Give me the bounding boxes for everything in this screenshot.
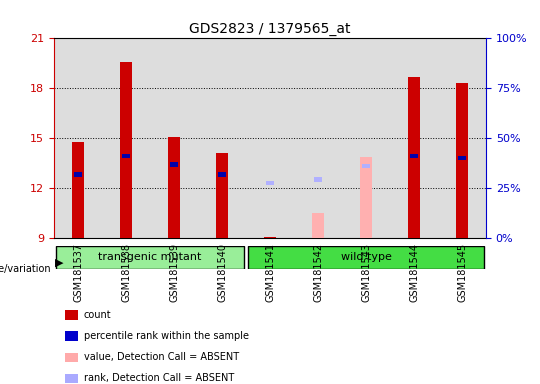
Bar xyxy=(390,38,438,238)
Bar xyxy=(75,172,82,177)
Title: GDS2823 / 1379565_at: GDS2823 / 1379565_at xyxy=(189,22,351,36)
FancyBboxPatch shape xyxy=(248,246,484,269)
Bar xyxy=(120,62,132,238)
Bar xyxy=(168,137,180,238)
Bar xyxy=(362,164,369,168)
Bar xyxy=(264,237,276,238)
Text: GSM181542: GSM181542 xyxy=(313,243,323,302)
Text: GSM181540: GSM181540 xyxy=(217,243,227,302)
Text: ▶: ▶ xyxy=(55,258,64,268)
Bar xyxy=(198,38,246,238)
Bar xyxy=(54,38,102,238)
Bar xyxy=(408,77,420,238)
Bar xyxy=(72,142,84,238)
Bar xyxy=(458,156,465,160)
Bar xyxy=(123,154,130,158)
Bar xyxy=(171,162,178,167)
Bar xyxy=(102,38,150,238)
Bar xyxy=(216,153,228,238)
Bar xyxy=(438,38,486,238)
Bar xyxy=(456,83,468,238)
Text: GSM181539: GSM181539 xyxy=(169,243,179,302)
Text: GSM181543: GSM181543 xyxy=(361,243,371,302)
Text: count: count xyxy=(84,310,111,320)
Text: GSM181545: GSM181545 xyxy=(457,243,467,302)
Text: GSM181541: GSM181541 xyxy=(265,243,275,302)
Bar xyxy=(150,38,198,238)
Bar xyxy=(360,157,372,238)
Text: percentile rank within the sample: percentile rank within the sample xyxy=(84,331,249,341)
Bar xyxy=(246,38,294,238)
Text: wild type: wild type xyxy=(341,252,392,262)
FancyBboxPatch shape xyxy=(56,246,244,269)
Bar xyxy=(312,213,324,238)
Text: value, Detection Call = ABSENT: value, Detection Call = ABSENT xyxy=(84,352,239,362)
Bar xyxy=(218,172,226,177)
Text: genotype/variation: genotype/variation xyxy=(0,264,51,274)
Bar xyxy=(294,38,342,238)
Text: GSM181537: GSM181537 xyxy=(73,243,83,302)
Text: GSM181538: GSM181538 xyxy=(121,243,131,302)
Bar xyxy=(314,177,322,182)
Text: GSM181544: GSM181544 xyxy=(409,243,419,302)
Text: rank, Detection Call = ABSENT: rank, Detection Call = ABSENT xyxy=(84,373,234,383)
Text: transgenic mutant: transgenic mutant xyxy=(98,252,201,262)
Bar xyxy=(410,154,417,158)
Bar xyxy=(266,181,274,185)
Bar xyxy=(342,38,390,238)
